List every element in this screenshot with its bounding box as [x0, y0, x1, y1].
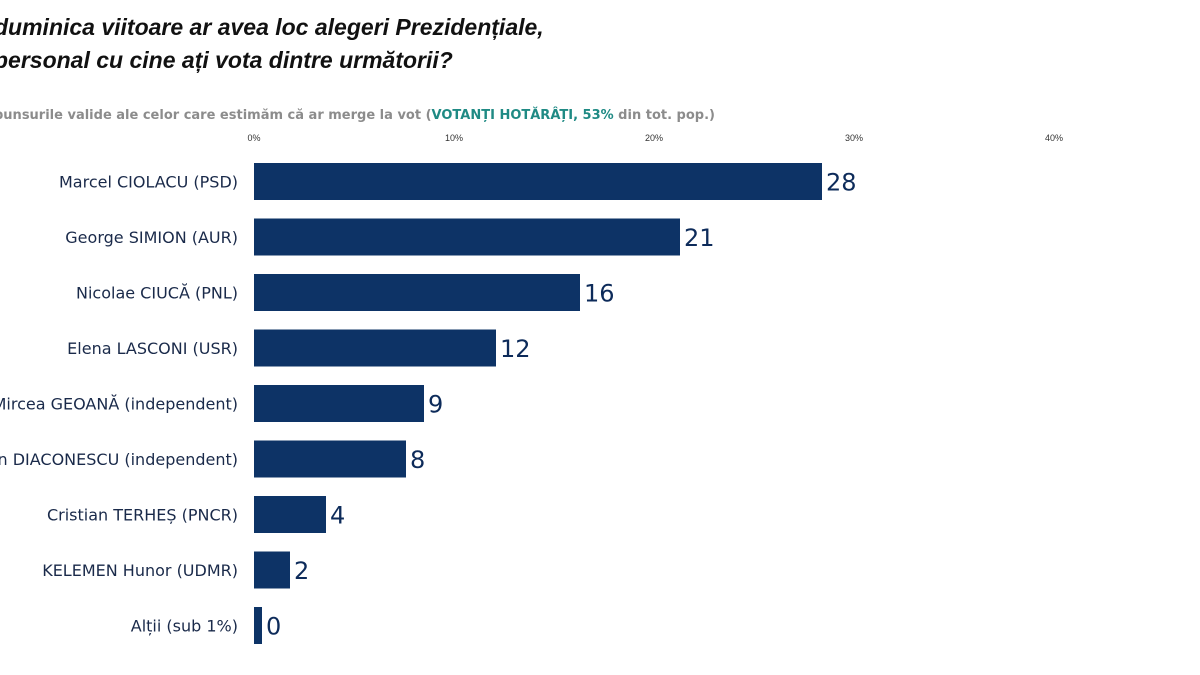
category-label: KELEMEN Hunor (UDMR) [42, 561, 238, 580]
x-tick-label: 0% [247, 133, 260, 143]
x-tick-label: 10% [445, 133, 463, 143]
category-label: Marcel CIOLACU (PSD) [59, 173, 238, 192]
bar [254, 496, 326, 533]
category-label: Cristian TERHEȘ (PNCR) [47, 506, 238, 525]
value-label: 12 [500, 335, 531, 363]
x-tick-label: 30% [845, 133, 863, 143]
subtitle-suffix: din tot. pop.) [613, 108, 715, 123]
x-tick-label: 20% [645, 133, 663, 143]
category-label: Alții (sub 1%) [131, 617, 238, 636]
value-label: 21 [684, 224, 715, 252]
bar [254, 329, 496, 367]
category-label: Elena LASCONI (USR) [67, 339, 238, 358]
chart-title-line-1: duminica viitoare ar avea loc alegeri Pr… [0, 14, 544, 40]
value-label: 0 [266, 613, 281, 641]
subtitle-highlight: VOTANȚI HOTĂRÂȚI, 53% [431, 108, 614, 123]
chart-title-line-2: personal cu cine ați vota dintre următor… [0, 47, 453, 73]
subtitle-prefix: punsurile valide ale celor care estimăm … [0, 108, 432, 123]
bar [254, 551, 290, 589]
bar [254, 163, 822, 200]
category-label: Nicolae CIUCĂ (PNL) [76, 284, 238, 303]
x-tick-label: 40% [1045, 133, 1063, 143]
bar [254, 607, 262, 644]
bar [254, 440, 406, 478]
value-label: 28 [826, 169, 857, 197]
value-label: 4 [330, 502, 345, 530]
category-label: n DIACONESCU (independent) [0, 450, 238, 469]
bar [254, 274, 580, 311]
bar [254, 385, 424, 422]
value-label: 2 [294, 557, 309, 585]
value-label: 16 [584, 280, 615, 308]
value-label: 9 [428, 391, 443, 419]
bar [254, 218, 680, 256]
chart-subtitle: punsurile valide ale celor care estimăm … [0, 108, 715, 123]
category-label: Mircea GEOANĂ (independent) [0, 395, 238, 414]
category-label: George SIMION (AUR) [65, 228, 238, 247]
value-label: 8 [410, 446, 425, 474]
